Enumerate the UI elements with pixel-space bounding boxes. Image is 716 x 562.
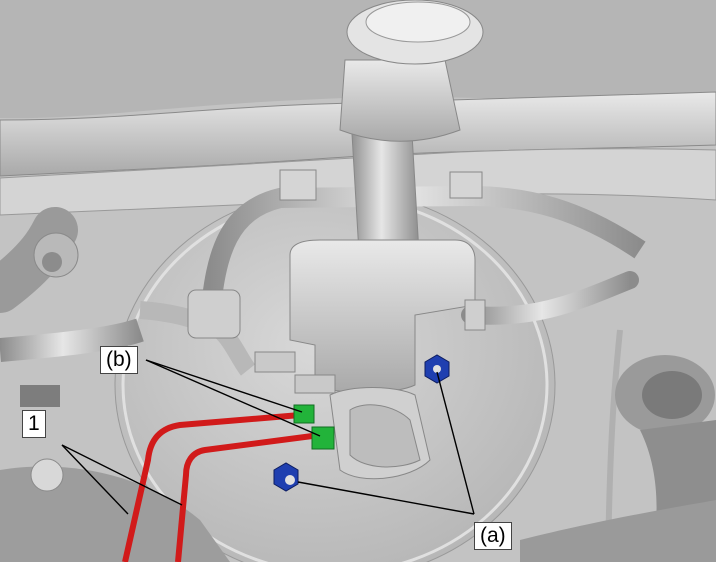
- brake-pipe-rear: [122, 412, 301, 562]
- pipe-fitting-upper: [293, 404, 315, 424]
- right-tube: [605, 329, 623, 562]
- reservoir-cap-top: [365, 1, 471, 43]
- bottom-corrugated-hose: [520, 500, 716, 562]
- line-connector: [187, 289, 241, 339]
- left-grommet: [30, 458, 64, 492]
- callout-1: 1: [22, 410, 46, 438]
- callout-b: (b): [100, 346, 138, 374]
- cylinder-connector: [254, 351, 296, 373]
- line-clip: [449, 171, 483, 199]
- right-hose-hole: [642, 371, 702, 419]
- reservoir-port: [464, 299, 486, 331]
- cylinder-outlet: [349, 404, 421, 468]
- cylinder-connector: [294, 374, 336, 394]
- right-vacuum-pipe: [461, 271, 639, 325]
- flange-nut-upper: [424, 354, 450, 384]
- line-clip: [279, 169, 317, 201]
- reservoir-neck: [339, 59, 461, 142]
- upper-panel: [0, 0, 716, 119]
- reservoir-tank: [289, 239, 476, 393]
- left-clip: [20, 385, 60, 407]
- leader-lines: [61, 359, 475, 515]
- left-lower-hose: [0, 318, 144, 362]
- pipe-fitting-lower: [311, 426, 335, 450]
- left-bottom-hose: [0, 466, 230, 562]
- callout-a: (a): [474, 522, 512, 550]
- hose-end-hole: [42, 252, 62, 272]
- brake-pipe-front: [175, 432, 321, 562]
- flange-nut-lower: [273, 462, 299, 492]
